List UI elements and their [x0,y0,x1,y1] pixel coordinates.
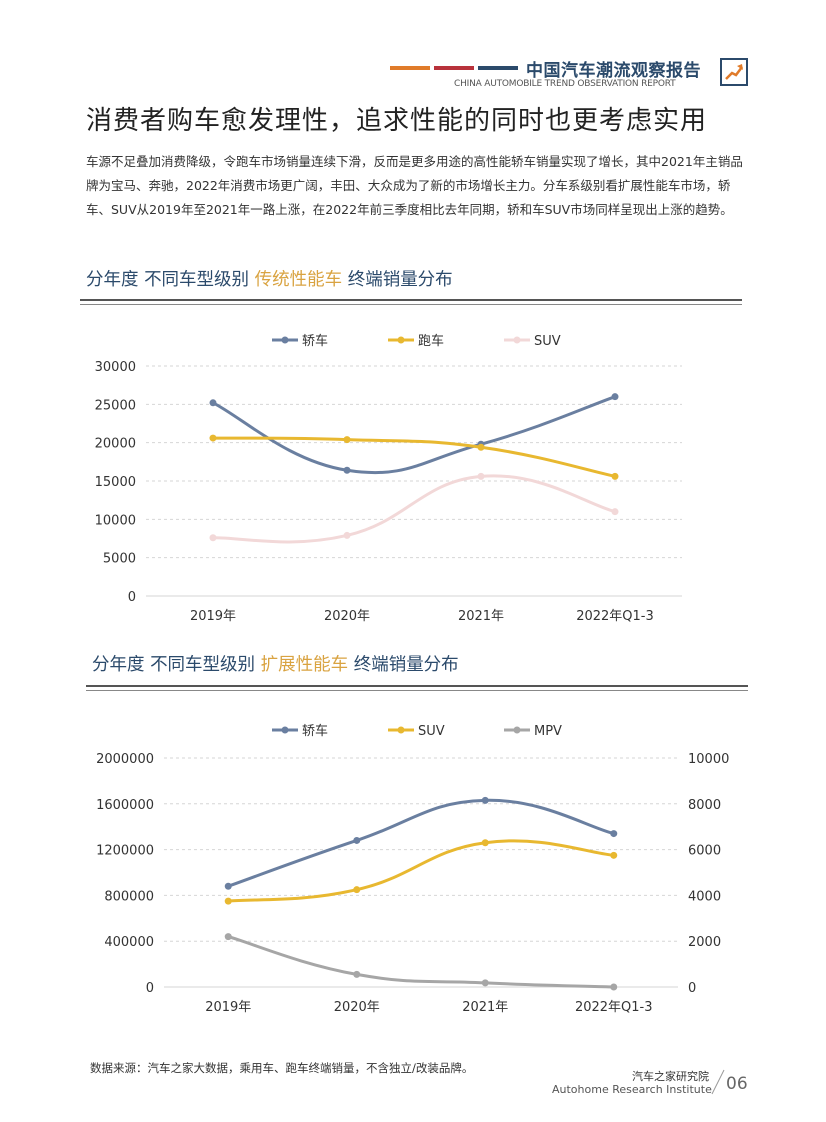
chart1-ytick-label: 10000 [95,513,136,528]
chart1-ytick-label: 5000 [103,552,136,567]
chart2-y2tick-label: 2000 [688,935,721,950]
chart1-xtick-label: 2021年 [458,609,504,624]
header-bar-orange [390,66,430,70]
chart2-data-point [610,983,618,991]
chart2-xtick-label: 2020年 [334,1000,380,1015]
section1-title-post: 终端销量分布 [342,270,453,290]
section1-rule [80,299,742,301]
trend-chart-icon [720,58,748,86]
chart2-ytick-label: 1200000 [96,844,154,859]
chart1-legend-marker [513,336,521,344]
section2-title-highlight: 扩展性能车 [260,655,349,675]
chart1-series-line [212,474,616,544]
chart1-data-point [343,466,351,474]
chart2-data-point [481,839,489,847]
chart2-legend-label: MPV [534,724,562,739]
chart2-series-line [227,935,614,989]
chart2-data-point [224,933,232,941]
report-title: 中国汽车潮流观察报告 [526,61,701,81]
chart2-series-line [227,798,615,888]
chart1-data-point [611,508,619,516]
chart2-xtick-label: 2021年 [462,1000,508,1015]
chart2-data-point [481,979,489,987]
section1-title: 分年度 不同车型级别 传统性能车 终端销量分布 [86,266,453,291]
header-bar-red [434,66,474,70]
chart2-ytick-label: 800000 [104,889,154,904]
chart2-data-point [353,886,361,894]
chart2-series-line [228,839,614,903]
section2-title-post: 终端销量分布 [348,655,459,675]
chart1-data-point [611,393,619,401]
chart2-ytick-label: 2000000 [96,752,154,767]
chart2-data-point [610,830,618,838]
chart1-data-point [209,534,217,542]
institute-name-cn: 汽车之家研究院 [632,1070,709,1083]
section2-rule-thin [86,690,748,691]
chart2-data-point [610,851,618,859]
chart2-y2tick-label: 10000 [688,752,729,767]
chart2-y2tick-label: 6000 [688,844,721,859]
chart2-legend-label: 轿车 [302,723,328,739]
chart1-ytick-label: 30000 [95,360,136,375]
chart1-data-point [343,436,351,444]
chart1-legend-marker [281,336,289,344]
chart1-legend-label: 跑车 [418,333,444,349]
chart2-legend-marker [397,726,405,734]
chart1-xtick-label: 2022年Q1-3 [576,609,654,624]
chart1-data-point [611,472,619,480]
chart2-y2tick-label: 4000 [688,889,721,904]
chart1-series-line [212,436,616,478]
chart-traditional-performance: 0 5000 10000 15000 20000 25000 30000 2019年 2020年… [95,333,682,624]
chart2-legend-marker [281,726,289,734]
section2-rule [86,685,748,687]
page-number: 06 [726,1074,748,1094]
section1-title-pre: 分年度 不同车型级别 [86,270,255,290]
chart1-data-point [343,531,351,539]
chart1-xtick-label: 2020年 [324,609,370,624]
chart1-data-point [209,434,217,442]
chart1-data-point [477,472,485,480]
chart2-data-point [224,882,232,890]
page-divider-slash [711,1069,725,1095]
chart1-legend-label: SUV [534,334,561,349]
chart1-ytick-label: 25000 [95,398,136,413]
data-source-note: 数据来源：汽车之家大数据，乘用车、跑车终端销量，不含独立/改装品牌。 [90,1061,474,1075]
header-bar-blue [478,66,518,70]
page-title: 消费者购车愈发理性，追求性能的同时也更考虑实用 [86,106,708,136]
chart1-ytick-label: 20000 [95,437,136,452]
section2-title: 分年度 不同车型级别 扩展性能车 终端销量分布 [92,651,459,676]
report-subtitle: CHINA AUTOMOBILE TREND OBSERVATION REPOR… [454,79,676,89]
chart-extended-performance: 0 400000 800000 1200000 1600000 2000000 0 2000 4… [96,723,729,1015]
chart2-ytick-label: 0 [146,981,154,996]
section2-title-pre: 分年度 不同车型级别 [92,655,261,675]
chart2-xtick-label: 2019年 [205,1000,251,1015]
chart1-ytick-label: 0 [128,590,136,605]
chart2-xtick-label: 2022年Q1-3 [575,1000,653,1015]
chart2-data-point [353,836,361,844]
chart1-legend-marker [397,336,405,344]
intro-paragraph: 车源不足叠加消费降级，令跑车市场销量连续下滑，反而是更多用途的高性能轿车销量实现… [86,154,743,217]
chart2-data-point [353,970,361,978]
chart2-y2tick-label: 0 [688,981,696,996]
section1-title-highlight: 传统性能车 [254,270,343,290]
chart2-ytick-label: 400000 [104,935,154,950]
chart2-legend-marker [513,726,521,734]
chart1-data-point [477,443,485,451]
chart1-xtick-label: 2019年 [190,609,236,624]
chart2-ytick-label: 1600000 [96,798,154,813]
chart2-data-point [224,897,232,905]
chart1-ytick-label: 15000 [95,475,136,490]
chart2-legend-label: SUV [418,724,445,739]
chart1-legend-label: 轿车 [302,333,328,349]
chart2-data-point [481,796,489,804]
chart1-data-point [209,399,217,407]
section1-rule-thin [80,304,742,305]
chart2-y2tick-label: 8000 [688,798,721,813]
institute-name-en: Autohome Research Institute [552,1083,712,1096]
